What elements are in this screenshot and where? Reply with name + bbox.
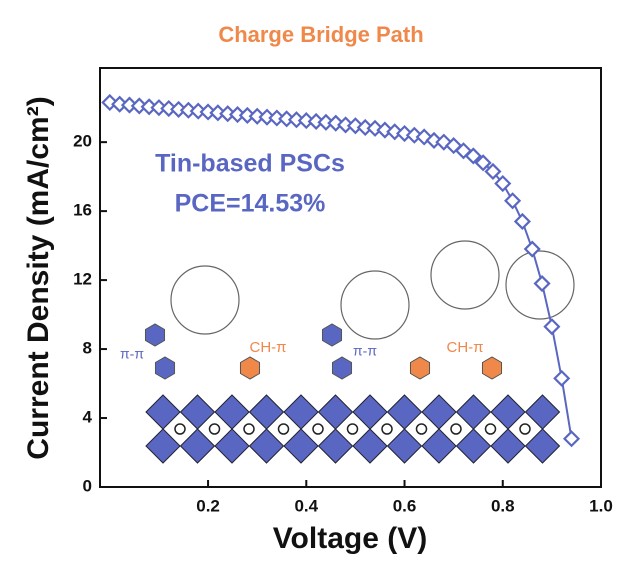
molecule-ring: [154, 356, 176, 380]
lattice-cation: [243, 423, 255, 435]
lattice-octahedron: [386, 428, 423, 464]
lattice-octahedron: [386, 394, 423, 430]
data-point: [523, 240, 541, 258]
molecule-ring: [331, 356, 353, 380]
lattice-cation: [208, 423, 221, 435]
lattice-octahedron: [283, 394, 319, 430]
lattice-octahedron: [248, 428, 285, 464]
lattice-octahedron: [283, 428, 319, 464]
x-axis-label: Voltage (V): [273, 522, 427, 555]
lattice-octahedron: [455, 428, 492, 464]
fullerene: [170, 265, 240, 335]
y-tick-label: 16: [73, 201, 92, 220]
annotation: π-π: [120, 346, 144, 362]
molecule-ring: [144, 323, 166, 347]
data-point: [553, 369, 571, 387]
lattice-cation: [450, 423, 462, 435]
lattice-octahedron: [214, 428, 250, 464]
data-point: [484, 162, 502, 181]
lattice-cation: [312, 423, 324, 435]
lattice-octahedron: [179, 394, 216, 430]
plot-frame: [99, 67, 602, 488]
lattice-octahedron: [248, 394, 285, 430]
data-point: [504, 192, 522, 210]
data-point: [327, 114, 345, 132]
y-axis-label: Current Density (mA/cm²): [22, 96, 55, 459]
x-tick-label: 0.6: [393, 496, 417, 515]
annotation: PCE=14.53%: [175, 190, 326, 218]
data-point: [494, 174, 512, 193]
data-point: [562, 430, 581, 448]
lattice-octahedron: [145, 428, 181, 464]
lattice-octahedron: [214, 394, 250, 430]
x-tick-label: 0.4: [294, 496, 318, 515]
x-tick-label: 1.0: [589, 496, 613, 515]
data-point: [445, 137, 463, 155]
lattice-octahedron: [317, 428, 354, 464]
lattice-octahedron: [352, 428, 388, 464]
lattice-cation: [415, 423, 428, 435]
x-tick-label: 0.8: [491, 496, 515, 515]
lattice-octahedron: [145, 394, 181, 430]
lattice-cation: [484, 423, 497, 435]
lattice-octahedron: [352, 394, 388, 430]
data-point: [101, 93, 119, 112]
chart-title: Charge Bridge Path: [218, 22, 423, 47]
lattice-octahedron: [524, 428, 561, 464]
data-point: [533, 274, 551, 293]
y-tick-label: 8: [83, 339, 92, 358]
y-tick-label: 12: [73, 270, 92, 289]
fullerene: [340, 270, 410, 340]
data-point: [513, 212, 531, 231]
y-tick-label: 0: [83, 476, 92, 495]
data-point: [366, 119, 384, 137]
lattice-octahedron: [317, 394, 354, 430]
fullerene: [505, 250, 575, 320]
lattice-octahedron: [455, 394, 492, 430]
lattice-octahedron: [490, 394, 526, 430]
y-tick-label: 4: [83, 408, 93, 427]
lattice-cation: [381, 423, 393, 435]
molecule-ring: [321, 323, 343, 347]
data-point: [405, 126, 423, 144]
data-point: [474, 154, 492, 172]
lattice-cation: [519, 423, 531, 435]
data-point: [435, 133, 453, 151]
lattice-cation: [346, 423, 359, 435]
molecule-ring: [481, 356, 503, 380]
data-point: [464, 147, 482, 165]
y-tick-label: 20: [73, 132, 92, 151]
lattice-octahedron: [524, 394, 561, 430]
lattice-octahedron: [421, 394, 457, 430]
fullerene: [430, 240, 500, 310]
data-point: [425, 131, 443, 149]
molecule-ring: [239, 356, 261, 380]
molecular-illustration: [144, 240, 575, 464]
annotation: π-π: [353, 343, 377, 359]
lattice-octahedron: [490, 428, 526, 464]
molecule-ring: [409, 356, 431, 380]
lattice-octahedron: [421, 428, 457, 464]
lattice-cation: [277, 423, 290, 435]
annotation: CH-π: [249, 339, 286, 356]
annotation: CH-π: [446, 339, 483, 356]
lattice-cation: [174, 423, 186, 435]
lattice-octahedron: [179, 428, 216, 464]
x-tick-label: 0.2: [196, 496, 220, 515]
data-point: [543, 318, 561, 336]
annotation: Tin-based PSCs: [155, 150, 345, 178]
